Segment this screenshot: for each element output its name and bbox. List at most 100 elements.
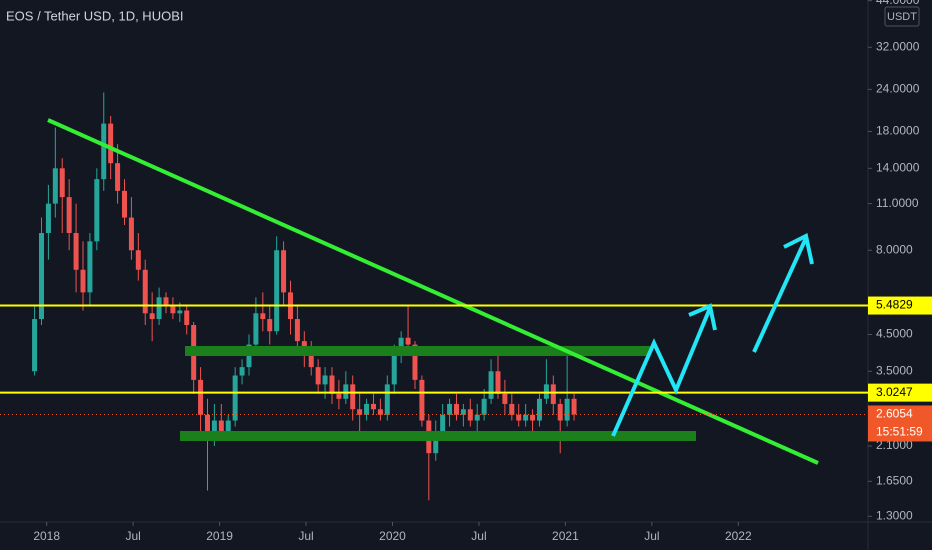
candle-body bbox=[142, 269, 148, 314]
candle-body bbox=[211, 420, 217, 433]
candle-body bbox=[66, 197, 72, 233]
candle-body bbox=[101, 123, 107, 180]
price-level-tag bbox=[868, 383, 932, 402]
candle-body bbox=[315, 367, 321, 385]
x-tick-label: Jul bbox=[298, 529, 313, 543]
candle-body bbox=[87, 241, 93, 293]
candle-body bbox=[135, 250, 141, 270]
last-price-tag bbox=[868, 405, 932, 442]
candle-body bbox=[543, 384, 549, 399]
candle-body bbox=[377, 409, 383, 415]
candle-body bbox=[204, 414, 210, 433]
currency-box[interactable] bbox=[884, 6, 920, 27]
candle-body bbox=[467, 409, 473, 421]
arrow-path bbox=[611, 307, 712, 437]
candle-body bbox=[73, 232, 79, 270]
candle-body bbox=[294, 319, 300, 342]
candle-body bbox=[115, 163, 121, 191]
x-tick-label: 2021 bbox=[552, 529, 579, 543]
candle-body bbox=[495, 371, 501, 394]
candle-body bbox=[523, 414, 529, 421]
candle-body bbox=[460, 409, 466, 415]
arrow-head bbox=[688, 303, 717, 331]
y-tick-label: 11.0000 bbox=[876, 196, 919, 210]
candle-body bbox=[128, 217, 134, 251]
x-tick-label: 2019 bbox=[206, 529, 233, 543]
x-tick-label: Jul bbox=[471, 529, 486, 543]
price-level-tag bbox=[868, 296, 932, 315]
candle-body bbox=[474, 414, 480, 421]
candle-body bbox=[322, 375, 328, 385]
candle-body bbox=[267, 319, 273, 332]
y-tick-label: 18.0000 bbox=[876, 124, 920, 138]
candle-body bbox=[502, 393, 508, 404]
x-tick-label: Jul bbox=[125, 529, 140, 543]
candle-body bbox=[239, 367, 245, 376]
candle-body bbox=[38, 232, 44, 320]
candle-body bbox=[557, 403, 563, 421]
y-tick-label: 1.6500 bbox=[876, 474, 913, 488]
arrow-path bbox=[752, 237, 808, 353]
candle-body bbox=[398, 337, 404, 352]
candle-body bbox=[453, 403, 459, 415]
candle-body bbox=[260, 313, 266, 320]
last-price-label: 2.6054 bbox=[876, 407, 913, 421]
candle-body bbox=[281, 250, 287, 293]
candle-body bbox=[481, 398, 487, 415]
candle-body bbox=[370, 403, 376, 410]
candle-body bbox=[156, 297, 162, 320]
candle-body bbox=[163, 297, 169, 306]
candle-body bbox=[550, 384, 556, 404]
candle-body bbox=[45, 203, 51, 233]
y-tick-label: 32.0000 bbox=[876, 39, 920, 53]
candle-body bbox=[170, 305, 176, 314]
candle-body bbox=[198, 379, 204, 415]
y-tick-label: 4.5000 bbox=[876, 327, 913, 341]
projection-arrows bbox=[611, 233, 814, 437]
candle-body bbox=[419, 379, 425, 421]
candle-body bbox=[232, 375, 238, 421]
y-tick-label: 3.5000 bbox=[876, 363, 913, 377]
currency-label[interactable]: USDT bbox=[887, 11, 917, 23]
candle-body bbox=[274, 250, 280, 332]
candle-body bbox=[488, 371, 494, 399]
candle-body bbox=[516, 414, 522, 421]
candle-body bbox=[350, 384, 356, 410]
candle-body bbox=[440, 414, 446, 433]
candle-body bbox=[536, 398, 542, 421]
horizontal-lines bbox=[0, 304, 868, 415]
support-zone bbox=[180, 431, 696, 441]
x-tick-label: 2018 bbox=[33, 529, 60, 543]
candle-body bbox=[177, 310, 183, 314]
candle-body bbox=[308, 351, 314, 368]
candle-body bbox=[433, 432, 439, 454]
candle-body bbox=[80, 269, 86, 293]
candle-body bbox=[32, 319, 38, 372]
candle-body bbox=[571, 398, 577, 415]
candle-body bbox=[391, 351, 397, 385]
y-tick-label: 8.0000 bbox=[876, 242, 913, 256]
y-tick-label: 24.0000 bbox=[876, 82, 920, 96]
candle-body bbox=[52, 168, 58, 204]
y-tick-label: 2.1000 bbox=[876, 438, 913, 452]
countdown-label: 15:51:59 bbox=[876, 425, 923, 439]
candle-body bbox=[184, 310, 190, 326]
candle-body bbox=[364, 403, 370, 415]
candle-body bbox=[336, 393, 342, 399]
arrow-head bbox=[783, 233, 814, 265]
candle-body bbox=[149, 313, 155, 320]
candle-body bbox=[405, 337, 411, 345]
candle-body bbox=[530, 414, 536, 421]
candle-body bbox=[343, 384, 349, 399]
candle-body bbox=[509, 403, 515, 415]
candle-body bbox=[412, 344, 418, 380]
chart-title: EOS / Tether USD, 1D, HUOBI bbox=[6, 8, 183, 23]
resistance-zone bbox=[185, 346, 650, 356]
x-tick-label: 2020 bbox=[379, 529, 406, 543]
candle-body bbox=[59, 168, 65, 198]
trend-line bbox=[47, 118, 819, 465]
candles bbox=[32, 92, 577, 501]
candle-body bbox=[94, 179, 100, 242]
